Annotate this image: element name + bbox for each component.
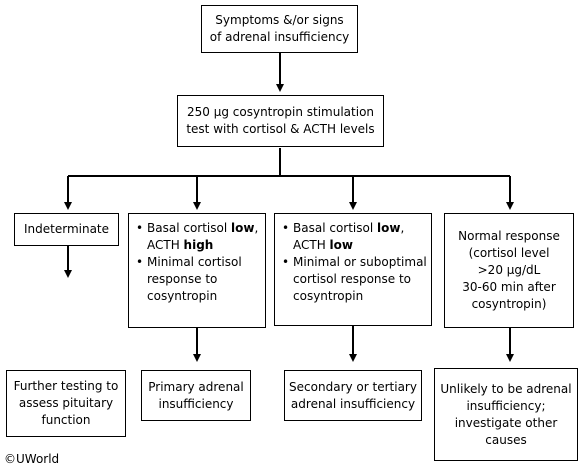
primary-acth-high: high — [183, 238, 214, 252]
secondary-tertiary-box: Secondary or tertiary adrenal insufficie… — [284, 370, 422, 421]
primary-cortisol-low: low — [231, 221, 255, 235]
secondary-bullet-1: Basal cortisol low, ACTH low — [279, 220, 427, 254]
normal-line-2: (cortisol level — [468, 246, 550, 260]
unlikely-line-2: insufficiency; — [466, 398, 546, 413]
further-line-2: assess pituitary — [18, 396, 114, 410]
secondary-outcome-line-2: adrenal insufficiency — [290, 396, 416, 411]
further-line-1: Further testing to — [13, 379, 119, 393]
primary-bullet-1-comma: , — [254, 221, 259, 235]
primary-outcome-line-1: Primary adrenal — [148, 379, 244, 394]
symptoms-box: Symptoms &/or signs of adrenal insuffici… — [201, 5, 358, 53]
secondary-bullet-1-text: Basal cortisol — [293, 221, 377, 235]
indeterminate-label: Indeterminate — [23, 222, 110, 236]
symptoms-line-2: of adrenal insufficiency — [209, 30, 350, 44]
further-line-3: function — [41, 413, 91, 427]
symptoms-line-1: Symptoms &/or signs — [215, 13, 344, 27]
primary-bullet-2-line-1: Minimal cortisol — [147, 255, 242, 269]
secondary-outcome-line-1: Secondary or tertiary — [289, 379, 417, 394]
primary-bullet-2-line-2: response to — [147, 272, 218, 286]
primary-criteria-box: Basal cortisol low, ACTH high Minimal co… — [128, 213, 266, 328]
unlikely-adrenal-box: Unlikely to be adrenal insufficiency; in… — [434, 368, 578, 461]
normal-line-4: 30-60 min after — [462, 280, 556, 294]
cosyntropin-test-box: 250 µg cosyntropin stimulation test with… — [177, 95, 384, 147]
indeterminate-box: Indeterminate — [14, 213, 119, 246]
secondary-bullet-1-comma: , — [400, 221, 405, 235]
normal-response-box: Normal response (cortisol level >20 µg/d… — [444, 213, 574, 328]
unlikely-line-4: causes — [485, 432, 527, 447]
unlikely-line-1: Unlikely to be adrenal — [440, 381, 572, 396]
secondary-bullet-2-line-1: Minimal or suboptimal — [293, 255, 427, 269]
normal-line-3: >20 µg/dL — [477, 263, 541, 277]
secondary-acth-low: low — [329, 238, 353, 252]
secondary-bullet-2: Minimal or suboptimal cortisol response … — [279, 254, 427, 305]
primary-bullet-1: Basal cortisol low, ACTH high — [133, 220, 261, 254]
primary-bullet-2: Minimal cortisol response to cosyntropin — [133, 254, 261, 305]
secondary-bullet-2-line-2: cortisol response to — [293, 272, 412, 286]
secondary-bullet-1-acth: ACTH — [293, 238, 330, 252]
normal-line-5: cosyntropin) — [471, 297, 547, 311]
primary-outcome-line-2: insufficiency — [158, 396, 234, 411]
normal-line-1: Normal response — [458, 229, 560, 243]
further-testing-box: Further testing to assess pituitary func… — [6, 370, 126, 437]
secondary-criteria-box: Basal cortisol low, ACTH low Minimal or … — [274, 213, 432, 326]
primary-bullet-1-acth: ACTH — [147, 238, 184, 252]
copyright-credit: ©UWorld — [4, 452, 60, 466]
test-line-1: 250 µg cosyntropin stimulation — [186, 105, 375, 119]
secondary-bullet-2-line-3: cosyntropin — [293, 289, 364, 303]
test-line-2: test with cortisol & ACTH levels — [186, 122, 375, 136]
unlikely-line-3: investigate other — [454, 415, 558, 430]
primary-bullet-2-line-3: cosyntropin — [147, 289, 218, 303]
primary-bullet-1-text: Basal cortisol — [147, 221, 231, 235]
secondary-cortisol-low: low — [377, 221, 401, 235]
primary-insufficiency-box: Primary adrenal insufficiency — [141, 370, 251, 421]
